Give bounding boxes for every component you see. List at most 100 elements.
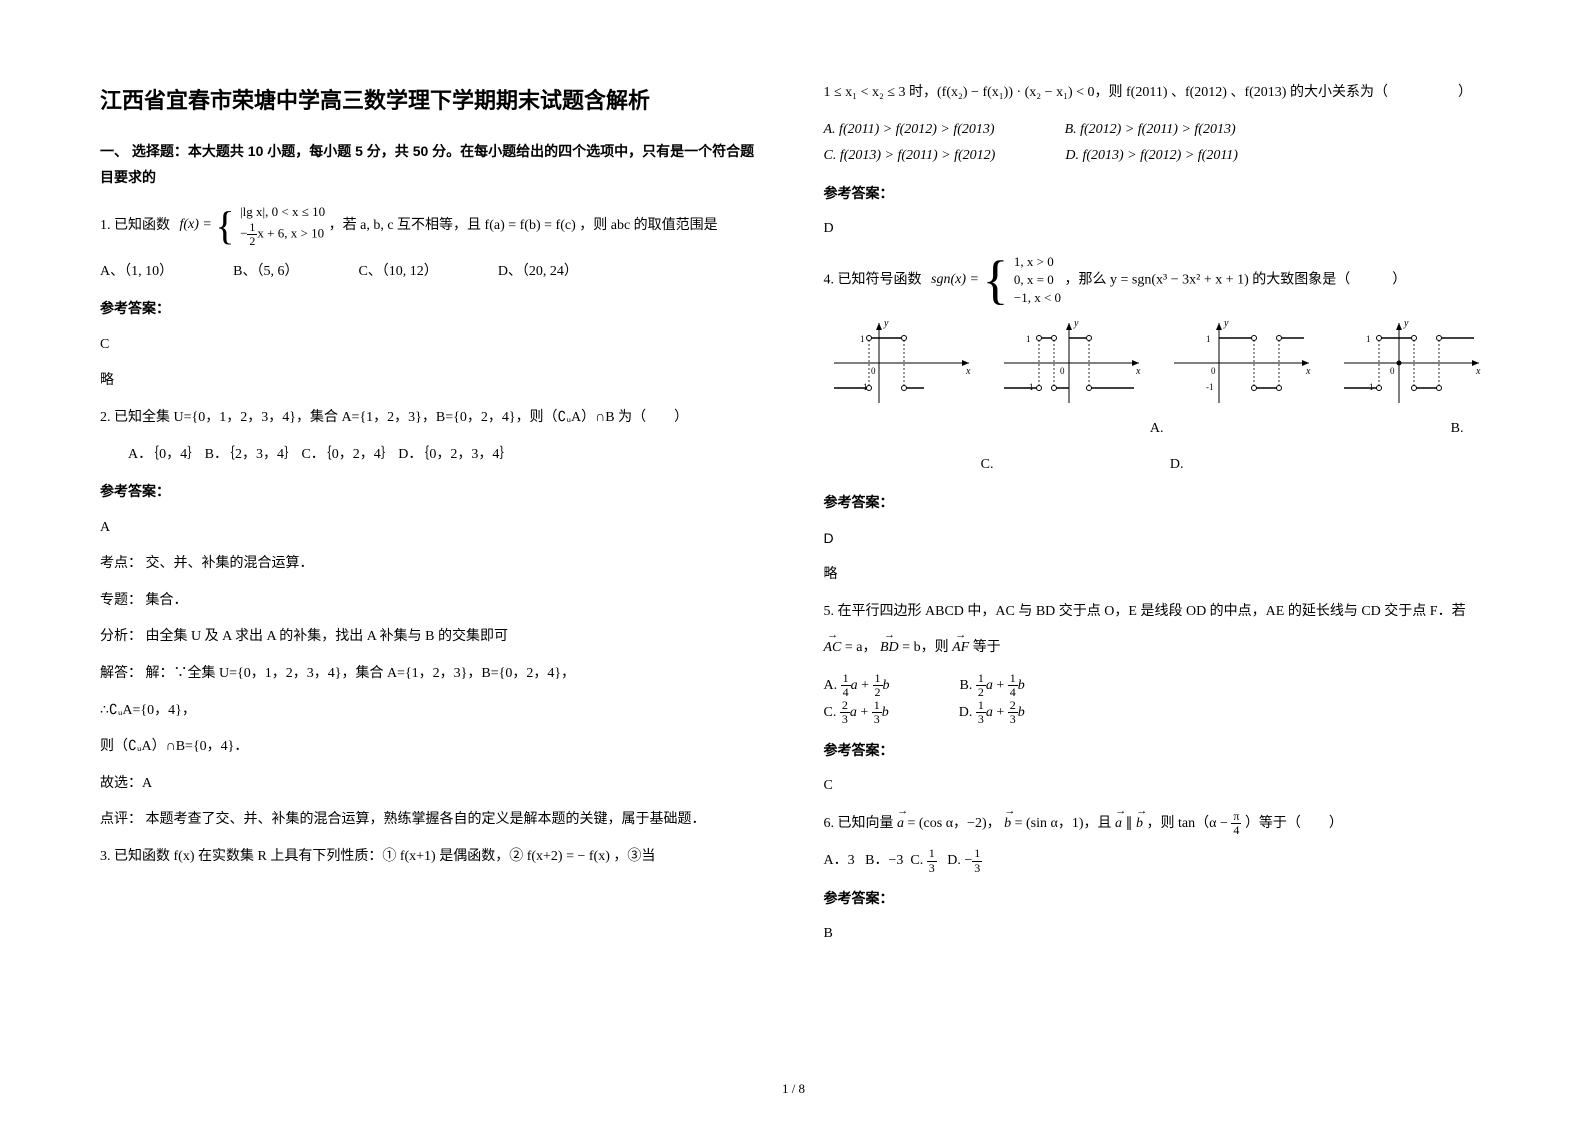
q4-note: 略 [824, 562, 1488, 589]
q1-suffix: ，若 a, b, c 互不相等，且 f(a) = f(b) = f(c) ，则 … [329, 218, 718, 233]
q1-D: D、（20, 24） [498, 259, 578, 286]
q3b-row1: A. f(2011) > f(2012) > f(2013) B. f(2012… [824, 117, 1488, 144]
svg-text:0: 0 [871, 366, 876, 376]
vec-b: b [1004, 811, 1011, 838]
q2-jda: 解答： 解：∵全集 U={0，1，2，3，4}，集合 A={1，2，3}，B={… [100, 661, 764, 688]
q4-prefix: 4. 已知符号函数 [824, 272, 922, 287]
svg-text:1: 1 [1366, 334, 1371, 344]
q4-labA: A. [824, 416, 1164, 443]
q4-graph-d: yx 0 1-1 [1334, 318, 1484, 408]
q1-prefix: 1. 已知函数 [100, 218, 170, 233]
q6-C: C. 13 [910, 853, 936, 868]
q1-ans: C [100, 332, 764, 359]
q6-A: A．3 [824, 853, 855, 868]
section-heading: 一、 选择题：本大题共 10 小题，每小题 5 分，共 50 分。在每小题给出的… [100, 138, 764, 191]
svg-text:x: x [1475, 366, 1481, 377]
svg-text:x: x [1305, 366, 1311, 377]
q5-vecline: AC = a， BD = b，则 AF 等于 [824, 635, 1488, 662]
q4-graphs: y x 0 1 -1 y x 0 1 -1 [824, 318, 1488, 408]
q1-A: A、（1, 10） [100, 259, 173, 286]
q2-dp: 点评： 本题考查了交、并、补集的混合运算，熟练掌握各自的定义是解本题的关键，属于… [100, 807, 764, 834]
q4-sgn-l1: 1, x > 0 [1014, 254, 1054, 269]
vec-a2: a [1115, 811, 1122, 838]
q4-ans-label: 参考答案： [824, 489, 1488, 516]
svg-text:0: 0 [1060, 366, 1065, 376]
q1-stem: 1. 已知函数 f(x) = { |lg x|, 0 < x ≤ 10 −12x… [100, 203, 764, 249]
q1-B: B、（5, 6） [233, 259, 298, 286]
q2-jdd: 故选：A [100, 771, 764, 798]
q1-func-l2a: − [240, 226, 247, 241]
q6-m5: ）等于（ ） [1245, 816, 1343, 831]
page-number: 1 / 8 [0, 1081, 1587, 1097]
svg-text:0: 0 [1211, 366, 1216, 376]
q4-sgn-l3: −1, x < 0 [1014, 290, 1061, 305]
q3b-row2: C. f(2013) > f(2011) > f(2012) D. f(2013… [824, 143, 1488, 170]
q3b-ans-label: 参考答案： [824, 180, 1488, 207]
vec-a: a [897, 811, 904, 838]
q6-D: D. −13 [947, 853, 982, 868]
q2-jdb: ∴∁ᵤA={0，4}， [100, 698, 764, 725]
q4-graph-b: y x 0 1 -1 [994, 318, 1144, 408]
vec-bd: BD [880, 635, 899, 662]
q3b-l1: 1 ≤ x₁ < x₂ ≤ 3 时，(f(x₂) − f(x₁)) · (x₂ … [824, 80, 1488, 107]
q5-ans-label: 参考答案： [824, 737, 1488, 764]
q5-opts-r1: A. 14a + 12b B. 12a + 14b [824, 672, 1488, 700]
svg-text:-1: -1 [1206, 382, 1214, 392]
q5-opts-r2: C. 23a + 13b D. 13a + 23b [824, 699, 1488, 727]
q2-opts: A．｛0，4｝ B．｛2，3，4｝ C．｛0，2，4｝ D．｛0，2，3，4｝ [100, 442, 764, 469]
svg-text:x: x [1135, 366, 1141, 377]
q6-opts: A．3 B．−3 C. 13 D. −13 [824, 847, 1488, 875]
q4-stem: 4. 已知符号函数 sgn(x) = { 1, x > 0 0, x = 0 −… [824, 253, 1488, 308]
q3-stem: 3. 已知函数 f(x) 在实数集 R 上具有下列性质：① f(x+1) 是偶函… [100, 844, 764, 871]
q6-ans: B [824, 921, 1488, 948]
q4-graph-c: y x 0 1 -1 [1164, 318, 1314, 408]
svg-text:x: x [965, 366, 971, 377]
svg-text:1: 1 [1206, 334, 1211, 344]
q2-stem: 2. 已知全集 U={0，1，2，3，4}，集合 A={1，2，3}，B={0，… [100, 405, 764, 432]
q2-zt: 专题： 集合． [100, 588, 764, 615]
q5-B: B. 12a + 14b [960, 672, 1025, 700]
svg-text:y: y [883, 318, 889, 329]
q2-ans-label: 参考答案： [100, 478, 764, 505]
q4-labD: D. [994, 452, 1184, 479]
q4-labB: B. [1164, 416, 1464, 443]
q6-m3: ∥ [1126, 816, 1137, 831]
q4-labels2: C. D. [824, 452, 1488, 479]
q2-fx: 分析： 由全集 U 及 A 求出 A 的补集，找出 A 补集与 B 的交集即可 [100, 624, 764, 651]
q3b-ans: D [824, 216, 1488, 243]
q3b-D: D. f(2013) > f(2012) > f(2011) [1065, 143, 1238, 170]
q6-m1: = (cos α，−2)， [908, 816, 1001, 831]
q1-func-l2b: x + 6, x > 10 [257, 226, 324, 241]
q1-func-l1: |lg x|, 0 < x ≤ 10 [240, 204, 325, 219]
svg-text:y: y [1073, 318, 1079, 329]
q2-kd: 考点： 交、并、补集的混合运算． [100, 551, 764, 578]
svg-text:-1: -1 [1026, 382, 1034, 392]
svg-text:-1: -1 [1366, 382, 1374, 392]
vec-af: AF [952, 635, 969, 662]
svg-text:1: 1 [1026, 334, 1031, 344]
q3b-B: B. f(2012) > f(2011) > f(2013) [1065, 117, 1236, 144]
q1-note: 略 [100, 368, 764, 395]
q5-end: 等于 [973, 640, 1001, 655]
q4-suffix: ，那么 y = sgn(x³ − 3x² + x + 1) 的大致图象是（ ） [1065, 272, 1407, 287]
q6-pre: 6. 已知向量 [824, 816, 898, 831]
q4-graph-a: yx 0 1-1 [824, 318, 974, 408]
q3b-C: C. f(2013) > f(2011) > f(2012) [824, 143, 996, 170]
q5-D: D. 13a + 23b [959, 699, 1025, 727]
q1-ans-label: 参考答案： [100, 295, 764, 322]
q4-labC: C. [824, 452, 994, 479]
q6-m2: = (sin α，1)，且 [1015, 816, 1115, 831]
q5-stem: 5. 在平行四边形 ABCD 中，AC 与 BD 交于点 O，E 是线段 OD … [824, 599, 1488, 626]
q2-ans: A [100, 515, 764, 542]
vec-b2: b [1136, 811, 1143, 838]
q4-labels: A. B. [824, 416, 1488, 443]
svg-text:y: y [1223, 318, 1229, 329]
q5-ans: C [824, 773, 1488, 800]
vec-ac: AC [824, 635, 842, 662]
q4-ans: D [824, 525, 1488, 552]
svg-text:0: 0 [1390, 366, 1395, 376]
svg-text:1: 1 [860, 334, 865, 344]
doc-title: 江西省宜春市荣塘中学高三数学理下学期期末试题含解析 [100, 80, 764, 122]
q3b-A: A. f(2011) > f(2012) > f(2013) [824, 117, 995, 144]
q4-sgn-l2: 0, x = 0 [1014, 272, 1054, 287]
